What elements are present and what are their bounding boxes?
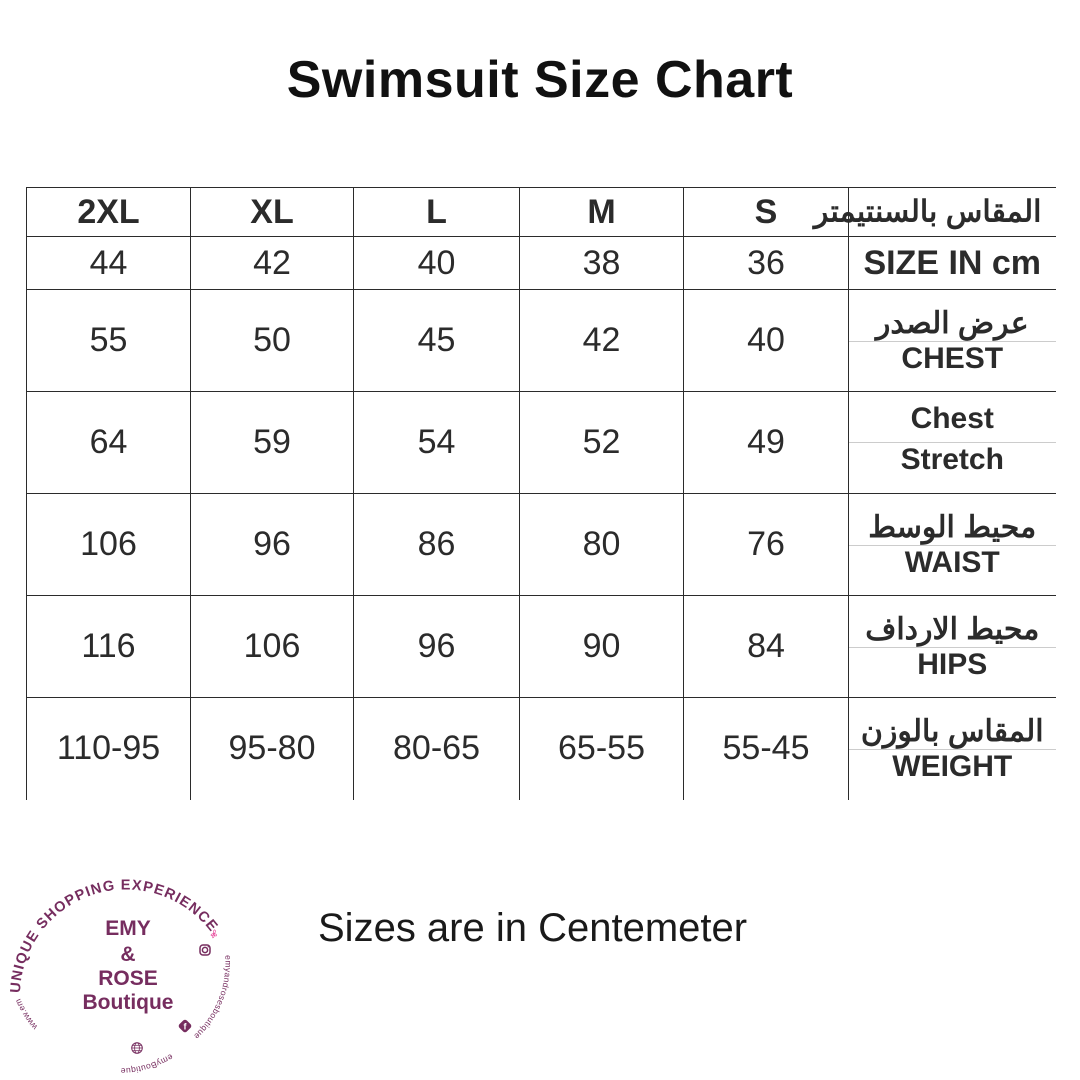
svg-text:&: & — [120, 943, 135, 966]
svg-text:ROSE: ROSE — [98, 967, 158, 990]
svg-text:Boutique: Boutique — [83, 991, 174, 1014]
svg-text:emyBoutique: emyBoutique — [120, 1052, 175, 1076]
svg-text:www.emyandrosesboutique.com: www.emyandrosesboutique.com — [0, 0, 40, 1033]
svg-text:EMY: EMY — [105, 917, 151, 940]
svg-text:emyandrosesboutique: emyandrosesboutique — [192, 955, 233, 1042]
